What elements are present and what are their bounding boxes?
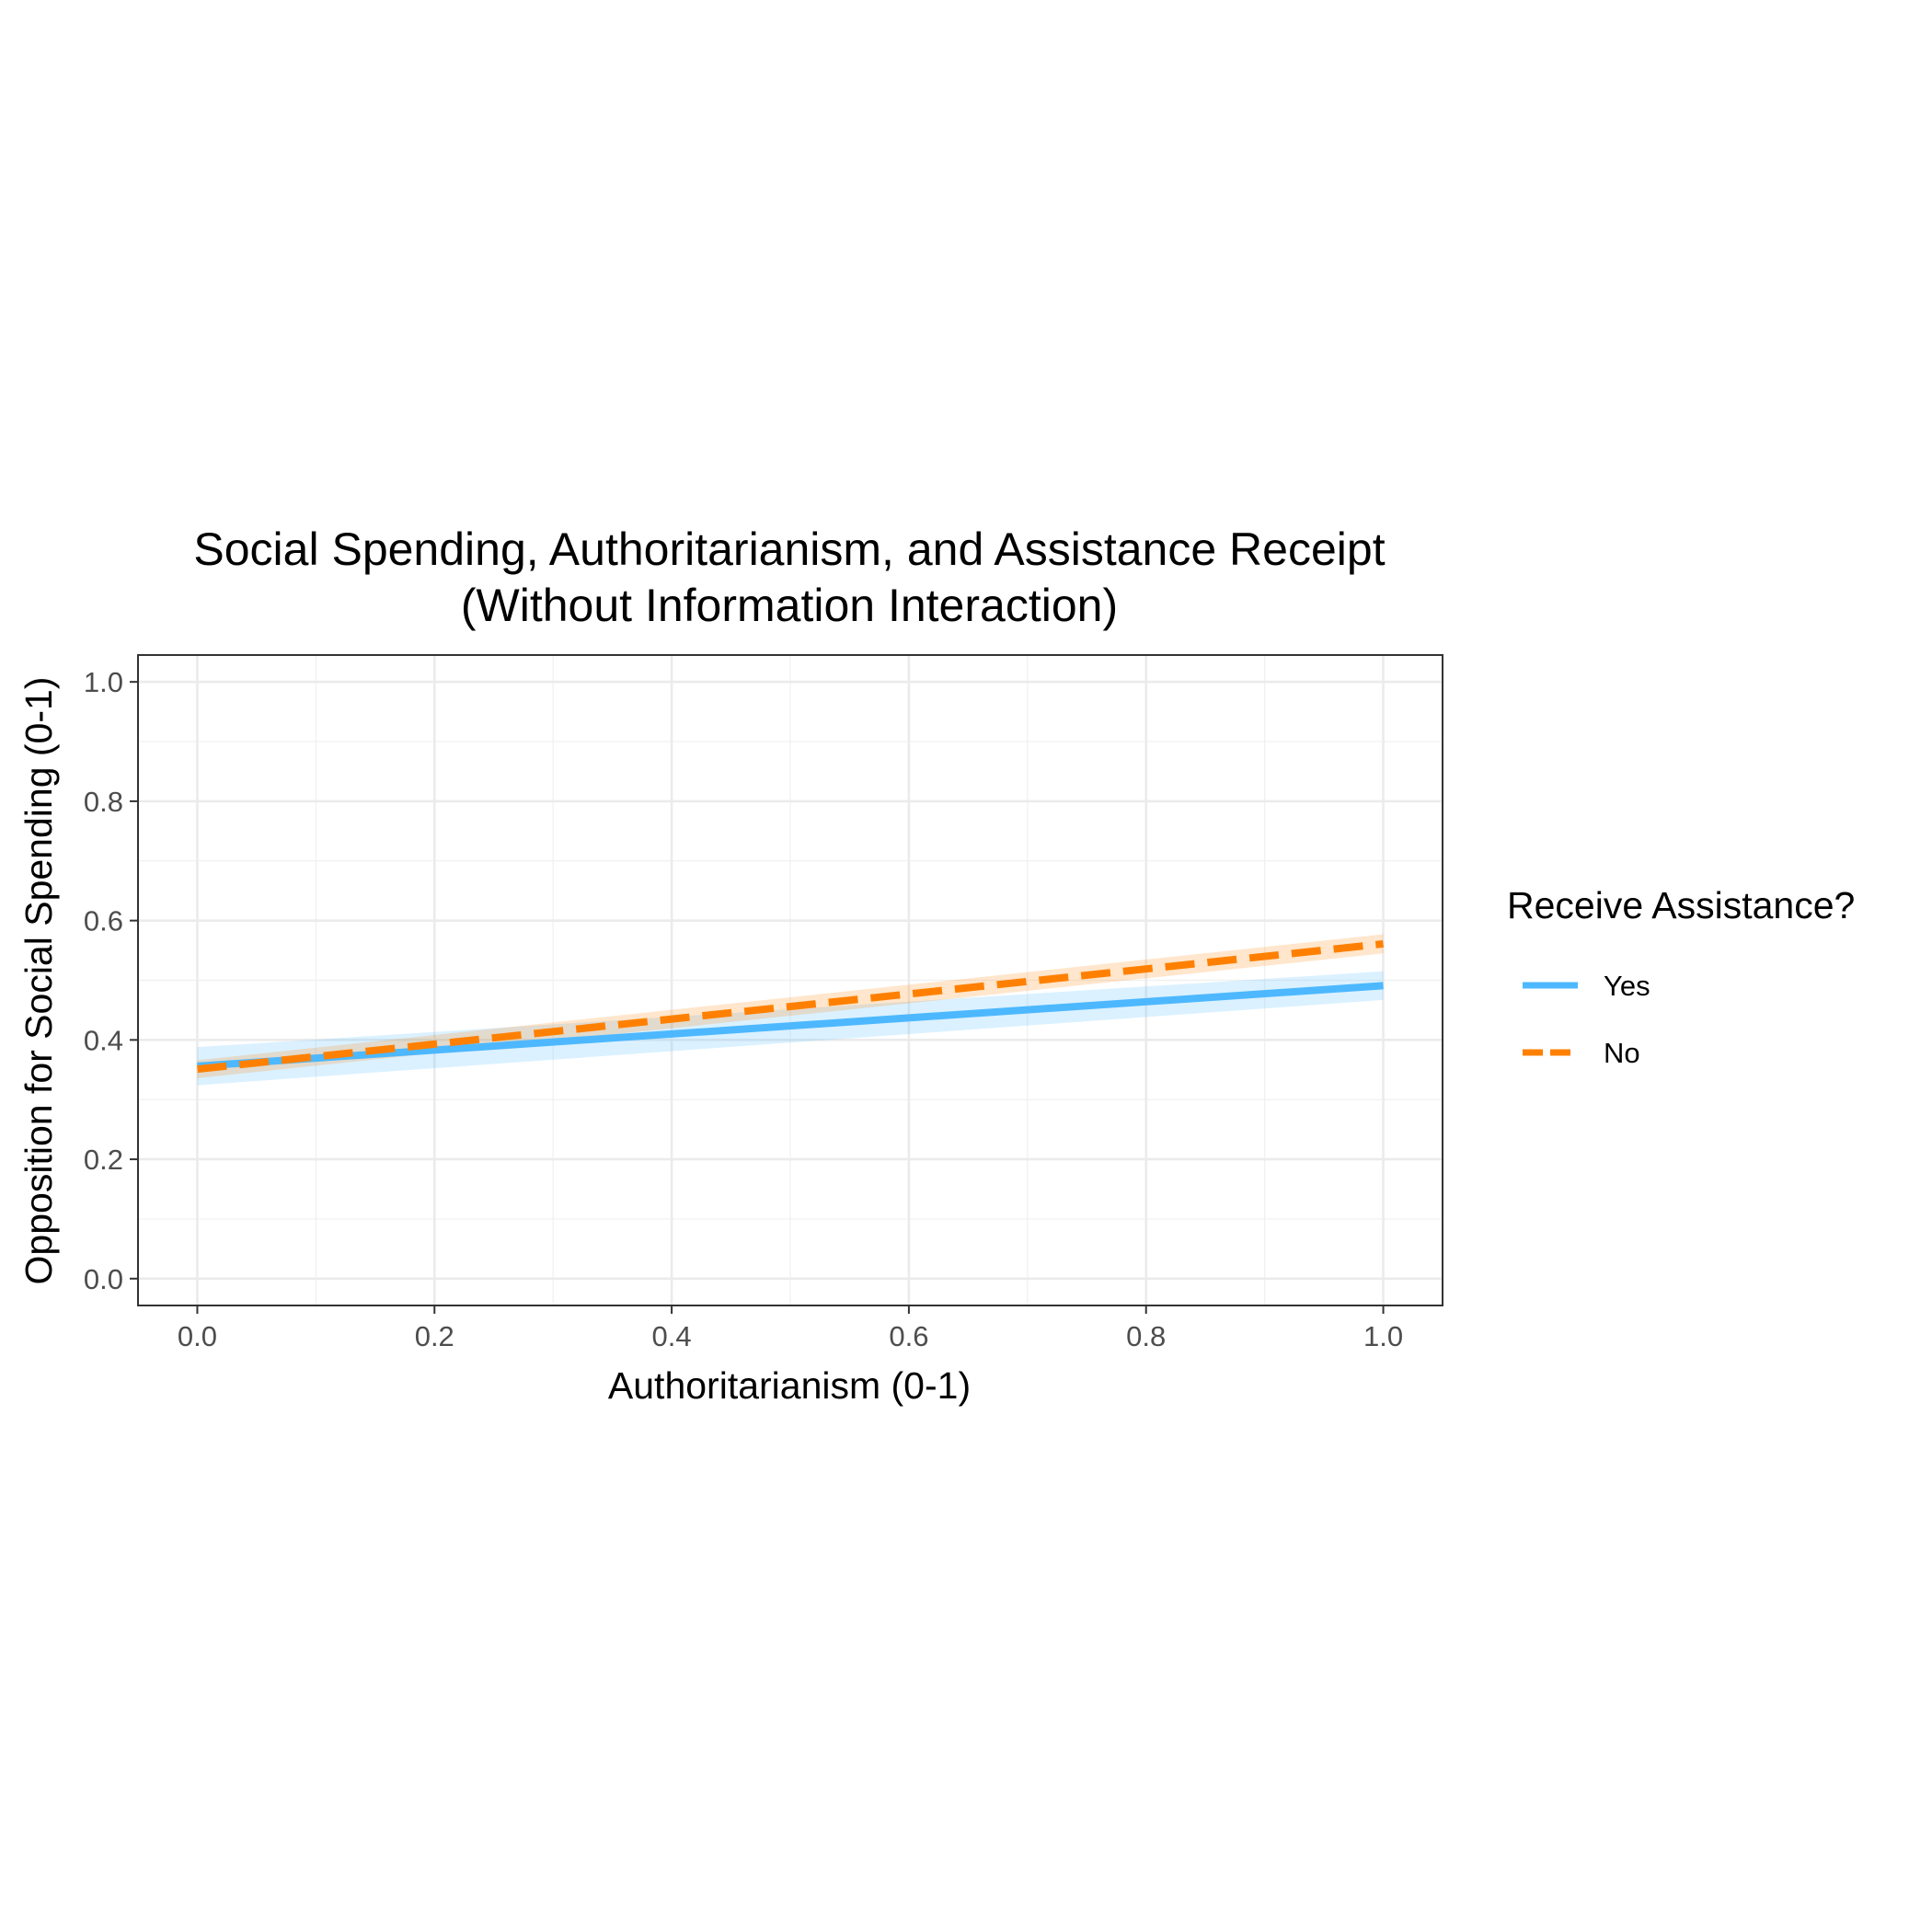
y-axis-title: Opposition for Social Spending (0-1): [17, 677, 60, 1285]
x-tick-label: 0.6: [889, 1320, 928, 1352]
plot-area: [137, 654, 1443, 1306]
x-tick-label: 0.4: [652, 1320, 692, 1352]
y-tick-label: 1.0: [84, 666, 123, 698]
x-axis-title: Authoritarianism (0-1): [608, 1364, 971, 1407]
series-lines: [197, 939, 1384, 1074]
legend-label-no: No: [1604, 1037, 1640, 1069]
y-axis-ticks: 0.0 0.2 0.4 0.6 0.8 1.0: [84, 666, 138, 1295]
legend-items: Yes No: [1523, 970, 1650, 1069]
grid-major: [138, 655, 1443, 1305]
line-yes: [197, 982, 1384, 1070]
y-tick-label: 0.8: [84, 786, 123, 818]
x-tick-label: 1.0: [1363, 1320, 1403, 1352]
x-tick-label: 0.0: [178, 1320, 217, 1352]
x-tick-label: 0.8: [1126, 1320, 1166, 1352]
chart-title: Social Spending, Authoritarianism, and A…: [193, 523, 1385, 575]
x-axis-ticks: 0.0 0.2 0.4 0.6 0.8 1.0: [178, 1305, 1403, 1352]
legend-title: Receive Assistance?: [1507, 884, 1855, 926]
y-tick-label: 0.6: [84, 905, 123, 937]
y-tick-label: 0.4: [84, 1024, 123, 1056]
plot-border: [137, 654, 1443, 1306]
grid-minor: [138, 655, 1443, 1305]
y-tick-label: 0.2: [84, 1144, 123, 1176]
chart-subtitle: (Without Information Interaction): [461, 580, 1118, 631]
y-tick-label: 0.0: [84, 1263, 123, 1295]
line-no: [197, 939, 1384, 1074]
legend-label-yes: Yes: [1604, 970, 1650, 1002]
legend: Receive Assistance? Yes No: [1507, 884, 1855, 1069]
x-tick-label: 0.2: [415, 1320, 454, 1352]
